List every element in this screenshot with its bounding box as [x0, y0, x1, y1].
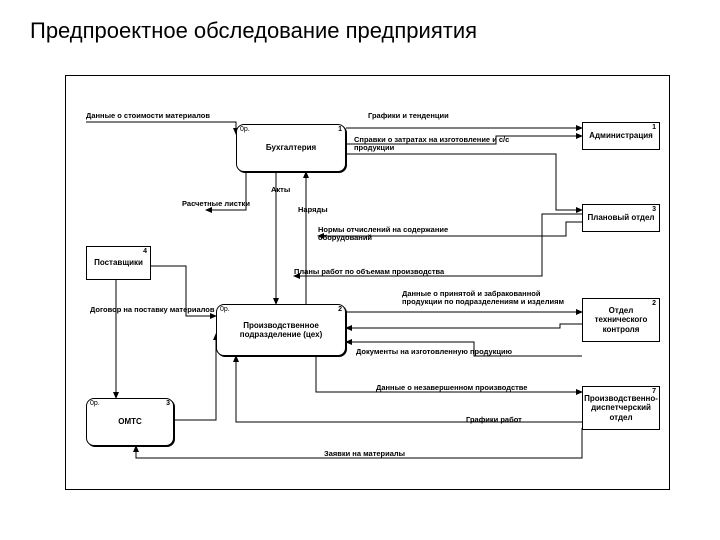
- node-label: Плановый отдел: [588, 213, 655, 222]
- edge-label: Документы на изготовленную продукцию: [356, 348, 512, 356]
- edge-label: Графики и тенденции: [368, 112, 449, 120]
- node-n4: 4Поставщики: [86, 246, 151, 280]
- node-number: 3: [652, 206, 656, 214]
- edge: [346, 324, 582, 328]
- node-label: ОМТС: [118, 417, 142, 426]
- edge-label: Данные о незавершенном производстве: [376, 384, 527, 392]
- node-label: Администрация: [589, 131, 653, 140]
- edge-label: Акты: [271, 186, 290, 194]
- page-title: Предпроектное обследование предприятия: [0, 0, 720, 44]
- node-n1: 1 0р. Бухгалтерия: [236, 124, 346, 172]
- edge: [86, 122, 236, 134]
- edge-label: Договор на поставку материалов: [90, 306, 260, 314]
- edge-label: Графики работ: [466, 416, 522, 424]
- edge-label: Наряды: [298, 206, 328, 214]
- edge-label: Планы работ по объемам производства: [294, 268, 444, 276]
- node-number: 3: [166, 400, 170, 408]
- node-number: 2: [652, 300, 656, 308]
- edge-label: Расчетные листки: [182, 200, 250, 208]
- node-number: 7: [652, 388, 656, 396]
- node-br: 0р.: [240, 126, 250, 134]
- node-n8: 7Производственно-диспетчерский отдел: [582, 386, 660, 430]
- node-label: Производственное подразделение (цех): [220, 321, 342, 339]
- edge-label: Нормы отчислений на содержание оборудова…: [318, 226, 488, 243]
- node-label: Поставщики: [94, 258, 143, 267]
- edge-label: Заявки на материалы: [324, 450, 405, 458]
- node-br: 0р.: [90, 400, 100, 408]
- edge: [174, 334, 216, 420]
- edge: [346, 154, 582, 210]
- node-label: Бухгалтерия: [266, 143, 316, 152]
- edge-label: Данные о стоимости материалов: [86, 112, 210, 120]
- node-n7: 2Отдел технического контроля: [582, 298, 660, 342]
- node-n5: 1Администрация: [582, 122, 660, 150]
- diagram-canvas: 1 0р. Бухгалтерия 2 0р. Производственное подр…: [65, 75, 670, 490]
- node-label: Отдел технического контроля: [586, 306, 656, 334]
- edge-label: Данные о принятой и забракованной продук…: [402, 290, 572, 307]
- node-label: Производственно-диспетчерский отдел: [584, 394, 658, 422]
- node-n6: 3Плановый отдел: [582, 204, 660, 232]
- node-n3: 3 0р. ОМТС: [86, 398, 174, 446]
- edge-label: Справки о затратах на изготовление и с/с…: [354, 136, 524, 153]
- node-number: 4: [143, 248, 147, 256]
- node-number: 1: [652, 124, 656, 132]
- node-number: 2: [338, 306, 342, 314]
- node-number: 1: [338, 126, 342, 134]
